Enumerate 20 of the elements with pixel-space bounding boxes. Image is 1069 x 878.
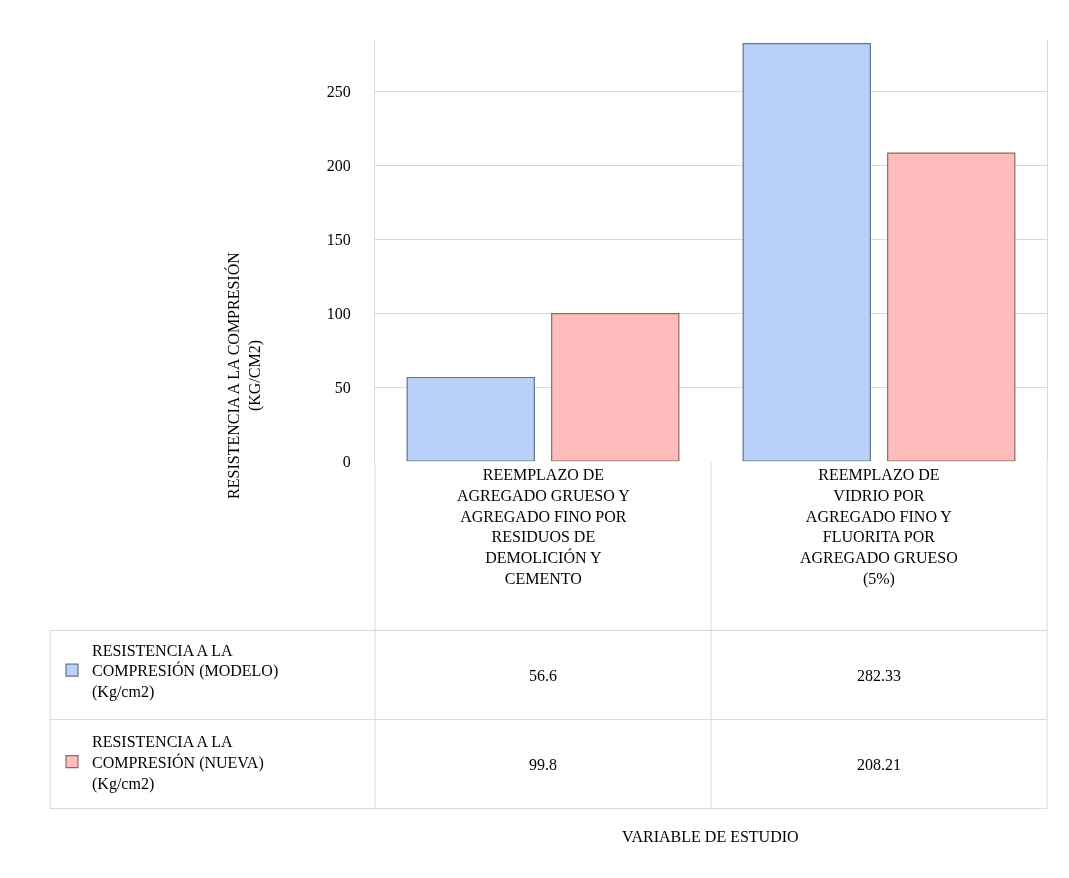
x-tick-label: REEMPLAZO DE VIDRIO POR AGREGADO FINO Y FLUORITA POR AGREGADO GRUESO (5%) bbox=[800, 466, 958, 588]
y-axis-title: RESISTENCIA A LA COMPRESIÓN (KG/CM2) bbox=[224, 251, 264, 499]
data-label: 208.21 bbox=[857, 756, 901, 773]
x-tick-label: REEMPLAZO DE AGREGADO GRUESO Y AGREGADO FINO POR RESIDUOS DE DEMOLICIÓN Y CEMENTO bbox=[457, 466, 631, 587]
data-label: 282.33 bbox=[857, 667, 901, 684]
legend-label: RESISTENCIA A LA COMPRESIÓN (MODELO) (Kg/cm2) bbox=[92, 641, 279, 702]
y-tick-label: 100 bbox=[326, 304, 351, 322]
y-tick-label: 50 bbox=[334, 378, 351, 396]
y-tick-label: 0 bbox=[342, 452, 351, 470]
legend-label: RESISTENCIA A LA COMPRESIÓN (NUEVA) (Kg/cm2) bbox=[92, 732, 264, 793]
bar bbox=[551, 312, 680, 462]
data-label: 99.8 bbox=[529, 756, 557, 773]
text: VARIABLE DE ESTUDIO bbox=[622, 828, 799, 845]
data-label: 56.6 bbox=[529, 667, 557, 684]
y-tick-label: 200 bbox=[326, 156, 351, 174]
bar bbox=[887, 152, 1016, 462]
bar bbox=[406, 376, 535, 462]
y-tick-label: 150 bbox=[326, 230, 351, 248]
y-tick-label: 250 bbox=[326, 82, 351, 100]
bar bbox=[742, 42, 871, 462]
